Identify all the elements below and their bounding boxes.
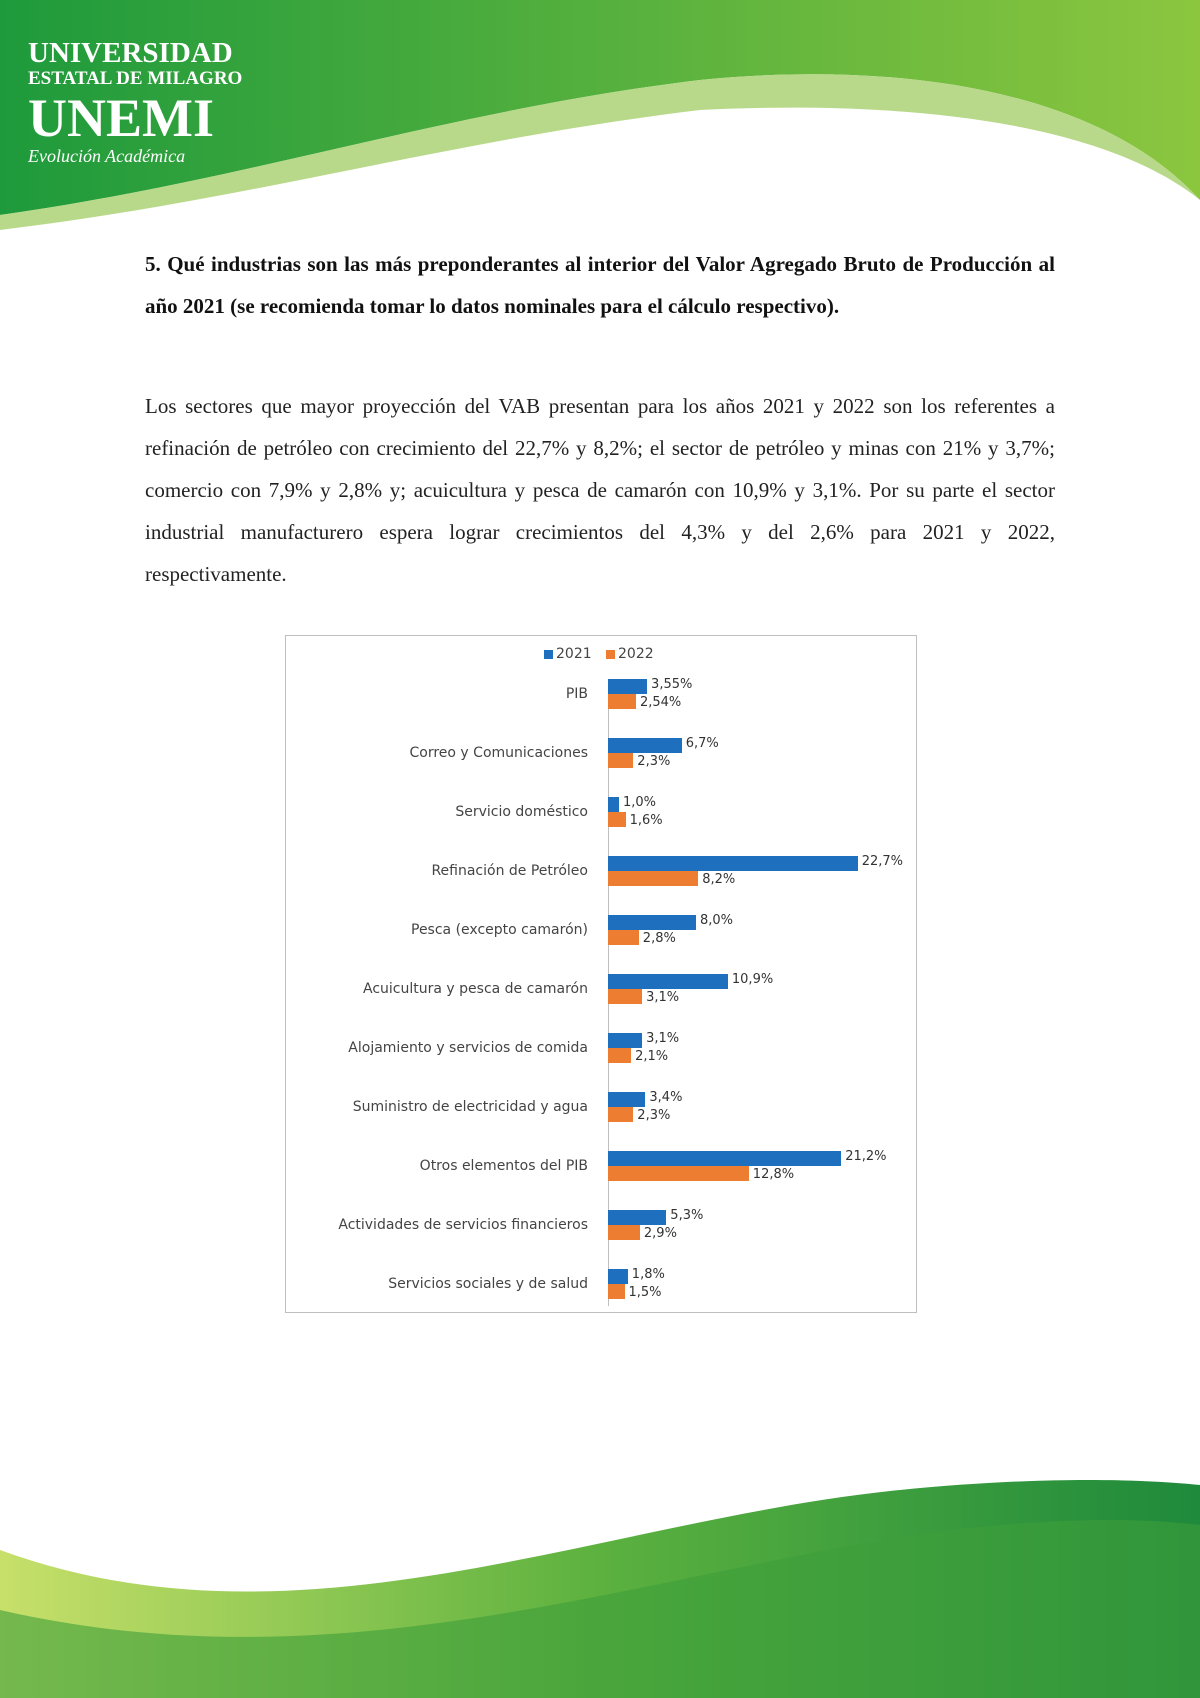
value-label: 3,1% bbox=[646, 990, 680, 1005]
category-label: Suministro de electricidad y agua bbox=[352, 1099, 588, 1115]
logo-tagline: Evolución Académica bbox=[28, 146, 186, 166]
legend-swatch bbox=[544, 649, 553, 659]
value-label: 2,8% bbox=[642, 931, 676, 946]
bar bbox=[608, 856, 858, 871]
value-label: 21,2% bbox=[845, 1149, 887, 1164]
logo: UNIVERSIDAD ESTATAL DE MILAGRO UNEMI Evo… bbox=[28, 38, 242, 167]
value-label: 2,3% bbox=[637, 1108, 671, 1123]
category-label: PIB bbox=[565, 686, 588, 702]
value-label: 8,2% bbox=[702, 872, 736, 887]
value-label: 6,7% bbox=[685, 736, 719, 751]
bar bbox=[608, 1107, 634, 1122]
value-label: 1,8% bbox=[631, 1267, 665, 1282]
paragraph: Los sectores que mayor proyección del VA… bbox=[145, 394, 1055, 586]
bar bbox=[608, 694, 636, 709]
bar bbox=[608, 915, 696, 930]
bar bbox=[608, 989, 643, 1004]
value-label: 12,8% bbox=[752, 1167, 795, 1182]
bar bbox=[608, 871, 699, 886]
value-label: 10,9% bbox=[731, 972, 774, 987]
category-label: Alojamiento y servicios de comida bbox=[348, 1040, 588, 1056]
footer-wave bbox=[0, 1480, 1200, 1698]
logo-line: ESTATAL DE MILAGRO bbox=[28, 68, 243, 89]
value-label: 3,1% bbox=[646, 1031, 680, 1046]
bar bbox=[608, 797, 619, 812]
legend-label: 2021 bbox=[556, 646, 592, 662]
value-label: 22,7% bbox=[861, 854, 903, 869]
category-label: Actividades de servicios financieros bbox=[338, 1217, 588, 1233]
value-label: 2,1% bbox=[635, 1049, 669, 1064]
bar bbox=[608, 753, 634, 768]
bar bbox=[608, 1210, 667, 1225]
category-label: Otros elementos del PIB bbox=[419, 1158, 588, 1174]
value-label: 3,4% bbox=[649, 1090, 683, 1105]
legend-label: 2022 bbox=[618, 646, 654, 662]
legend-item: 2022 bbox=[606, 646, 654, 662]
category-label: Servicio doméstico bbox=[455, 804, 588, 820]
bar bbox=[608, 1269, 628, 1284]
bar bbox=[608, 1166, 749, 1181]
logo-line: UNIVERSIDAD bbox=[28, 37, 233, 69]
category-label: Servicios sociales y de salud bbox=[388, 1276, 588, 1292]
value-label: 2,3% bbox=[637, 754, 671, 769]
bar bbox=[608, 1225, 640, 1240]
legend-item: 2021 bbox=[544, 646, 592, 662]
chart: 2021 2022 PIB 3,55% 2,54% Correo y Comunicaci… bbox=[285, 635, 917, 1313]
bar bbox=[608, 1284, 625, 1299]
bar bbox=[608, 1092, 646, 1107]
bar bbox=[608, 738, 682, 753]
value-label: 1,5% bbox=[628, 1285, 662, 1300]
logo-line: UNEMI bbox=[28, 88, 214, 148]
category-label: Pesca (excepto camarón) bbox=[411, 922, 588, 938]
legend-swatch bbox=[606, 649, 615, 659]
value-label: 2,54% bbox=[639, 695, 682, 710]
value-label: 1,6% bbox=[629, 813, 663, 828]
bar bbox=[608, 1033, 643, 1048]
bar bbox=[608, 679, 648, 694]
bar bbox=[608, 930, 639, 945]
category-label: Refinación de Petróleo bbox=[431, 863, 588, 879]
bar bbox=[608, 1151, 842, 1166]
question: 5. Qué industrias son las más prepondera… bbox=[145, 252, 1055, 318]
header-wave bbox=[0, 0, 1200, 230]
bar bbox=[608, 1048, 632, 1063]
bar bbox=[608, 812, 626, 827]
value-label: 3,55% bbox=[651, 677, 693, 692]
value-label: 5,3% bbox=[670, 1208, 704, 1223]
bar bbox=[608, 974, 728, 989]
value-label: 2,9% bbox=[643, 1226, 677, 1241]
category-label: Correo y Comunicaciones bbox=[409, 745, 589, 761]
value-label: 1,0% bbox=[623, 795, 657, 810]
value-label: 8,0% bbox=[700, 913, 734, 928]
category-label: Acuicultura y pesca de camarón bbox=[363, 981, 588, 997]
